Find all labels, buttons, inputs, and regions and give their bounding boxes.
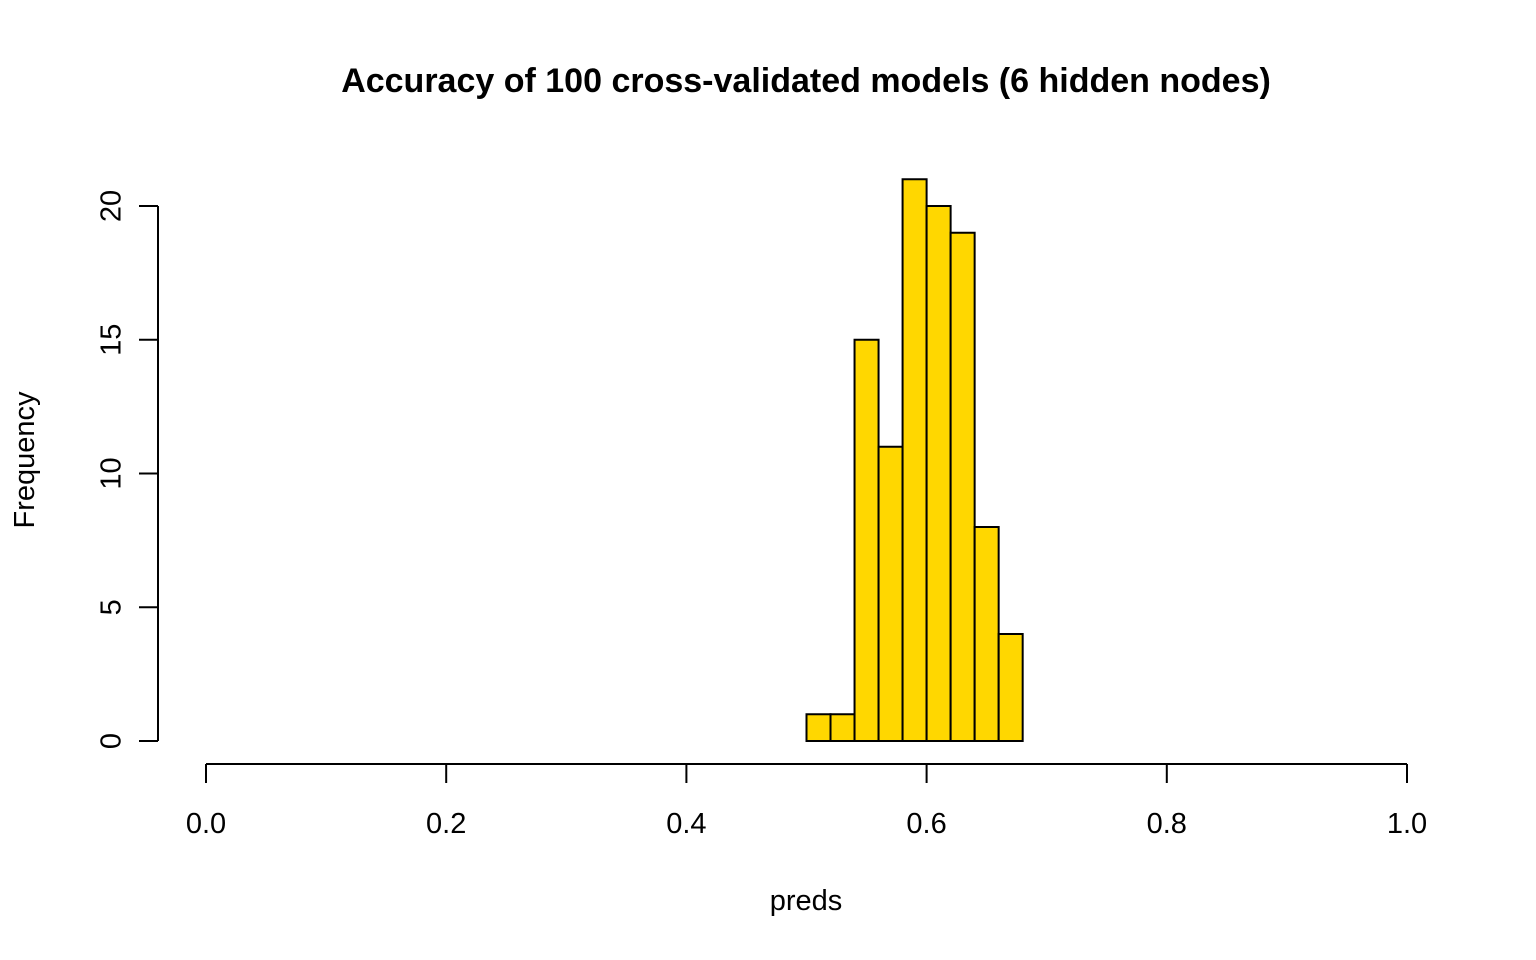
y-tick-label-5: 5 [95,599,127,615]
histogram-bar-3 [853,338,880,742]
histogram-bar-7 [949,231,976,742]
x-axis: 0.0 0.2 0.4 0.6 0.8 1.0 [186,763,1427,840]
histogram-bar-4 [877,445,904,742]
x-tick-label-0.0: 0.0 [186,808,226,840]
histogram-bar-6 [925,205,952,742]
y-axis: 0 5 10 15 20 [95,190,159,749]
y-tick-label-10: 10 [95,457,127,489]
bars-group [805,178,1024,742]
chart-title: Accuracy of 100 cross-validated models (… [341,62,1271,100]
y-tick-label-20: 20 [95,190,127,222]
y-tick-label-15: 15 [95,324,127,356]
histogram-bar-5 [901,178,928,742]
x-tick-label-0.8: 0.8 [1147,808,1187,840]
x-tick-label-0.2: 0.2 [426,808,466,840]
histogram-bar-1 [805,713,832,742]
x-axis-label: preds [770,885,843,917]
x-tick-label-0.4: 0.4 [666,808,706,840]
histogram-bar-8 [973,526,1000,742]
x-tick-label-1.0: 1.0 [1387,808,1427,840]
x-tick-label-0.6: 0.6 [906,808,946,840]
histogram-bar-2 [829,713,856,742]
histogram-bar-9 [997,633,1024,742]
y-axis-label: Frequency [9,391,41,529]
y-tick-label-0: 0 [95,733,127,749]
